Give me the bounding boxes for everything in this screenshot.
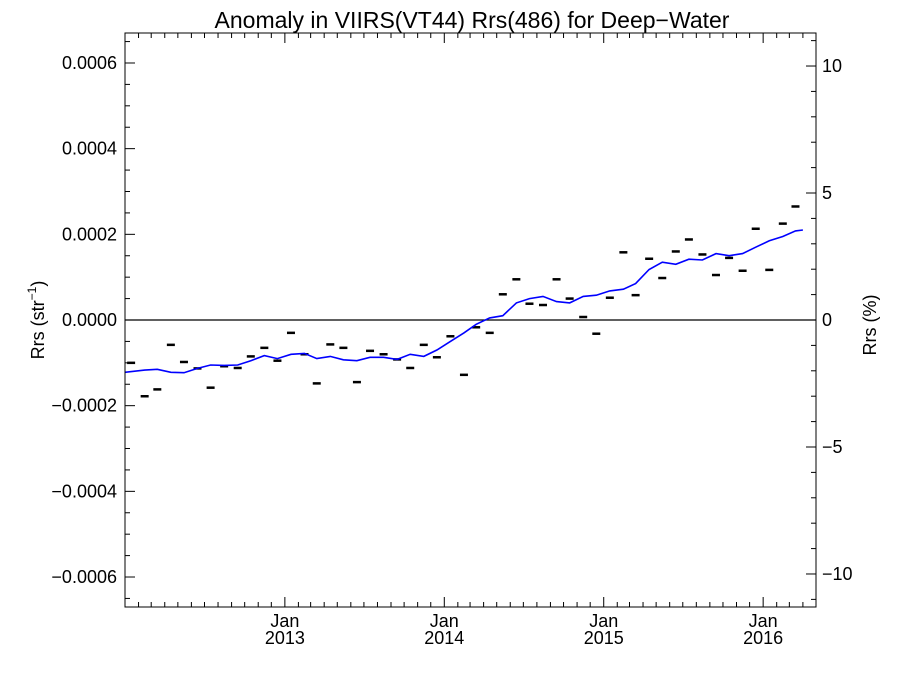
y2-tick-label: −10: [822, 564, 853, 584]
x-tick-label-year: 2016: [743, 628, 783, 648]
data-layer: [124, 205, 803, 398]
y2-axis-label: Rrs (%): [860, 295, 880, 356]
y2-tick-label: −5: [822, 437, 843, 457]
y-tick-label: −0.0004: [51, 481, 117, 501]
series-line: [124, 229, 803, 374]
y2-tick-label: 5: [822, 183, 832, 203]
x-tick-label-year: 2014: [424, 628, 464, 648]
y-axis-label: Rrs (str−1): [25, 281, 48, 360]
y-axis-label-close: ): [28, 281, 48, 287]
x-tick-label-month: Jan: [430, 611, 459, 631]
y-tick-label: −0.0002: [51, 396, 117, 416]
x-tick-label-month: Jan: [270, 611, 299, 631]
y-tick-label: −0.0006: [51, 567, 117, 587]
y2-tick-label: 0: [822, 310, 832, 330]
axes: −0.0006 −0.0004 −0.0002 0.0000 0.0002 0.0004 0…: [51, 32, 853, 648]
y-tick-label: 0.0000: [62, 310, 117, 330]
x-tick-label-month: Jan: [589, 611, 618, 631]
y-tick-label: 0.0004: [62, 139, 117, 159]
y-tick-label: 0.0006: [62, 53, 117, 73]
y-axis-label-superscript: −1: [25, 286, 39, 300]
chart-title: Anomaly in VIIRS(VT44) Rrs(486) for Deep…: [215, 7, 730, 33]
x-tick-label-year: 2015: [584, 628, 624, 648]
y2-tick-label: 10: [822, 56, 842, 76]
y-tick-label: 0.0002: [62, 224, 117, 244]
x-tick-label-year: 2013: [265, 628, 305, 648]
x-tick-label-month: Jan: [749, 611, 778, 631]
y-axis-label-main: Rrs (str: [28, 300, 48, 359]
